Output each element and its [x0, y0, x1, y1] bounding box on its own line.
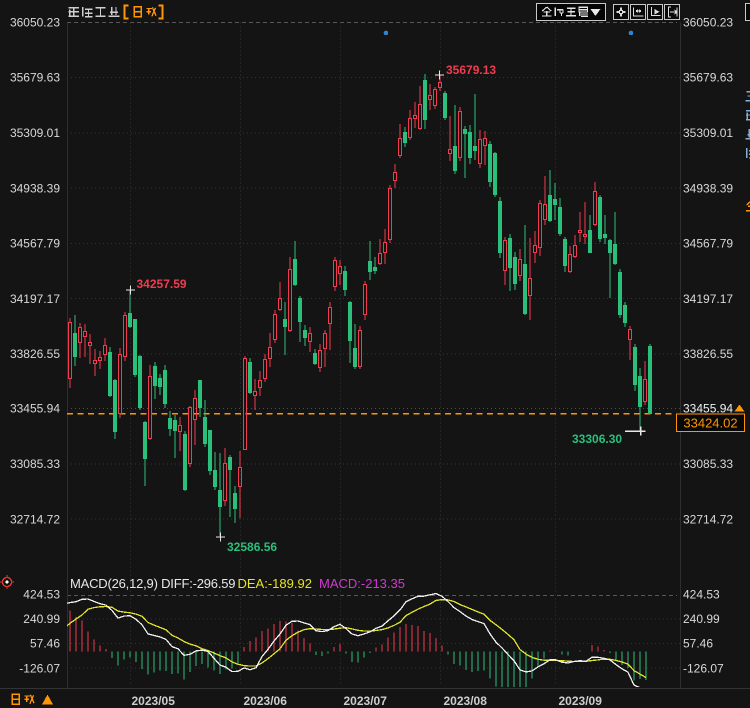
svg-text:240.99: 240.99	[683, 612, 720, 626]
svg-text:33424.02: 33424.02	[683, 416, 737, 431]
svg-text:33826.55: 33826.55	[683, 347, 733, 361]
svg-text:424.53: 424.53	[23, 588, 60, 602]
svg-text:2023/07: 2023/07	[344, 694, 388, 708]
svg-text:33826.55: 33826.55	[10, 347, 60, 361]
svg-text:2023/06: 2023/06	[244, 694, 288, 708]
svg-text:34938.39: 34938.39	[10, 181, 60, 195]
svg-text:35679.63: 35679.63	[10, 71, 60, 85]
svg-text:35309.01: 35309.01	[683, 126, 733, 140]
svg-text:36050.23: 36050.23	[683, 16, 733, 30]
svg-text:2023/09: 2023/09	[559, 694, 603, 708]
svg-text:2023/08: 2023/08	[444, 694, 488, 708]
svg-text:32586.56: 32586.56	[227, 540, 277, 554]
svg-text:34197.17: 34197.17	[10, 292, 60, 306]
svg-text:34567.79: 34567.79	[10, 237, 60, 251]
svg-text:MACD(26,12,9) DIFF:-296.59: MACD(26,12,9) DIFF:-296.59	[70, 576, 235, 591]
svg-text:240.99: 240.99	[23, 612, 60, 626]
svg-text:34257.59: 34257.59	[137, 277, 187, 291]
svg-text:33085.33: 33085.33	[10, 457, 60, 471]
svg-text:35309.01: 35309.01	[10, 126, 60, 140]
svg-text:34197.17: 34197.17	[683, 292, 733, 306]
svg-text:33085.33: 33085.33	[683, 457, 733, 471]
svg-text:33306.30: 33306.30	[572, 432, 622, 446]
svg-text:MACD:-213.35: MACD:-213.35	[319, 576, 405, 591]
svg-text:57.46: 57.46	[30, 637, 60, 651]
svg-text:57.46: 57.46	[683, 637, 713, 651]
svg-text:2023/05: 2023/05	[132, 694, 176, 708]
svg-text:33455.94: 33455.94	[683, 402, 733, 416]
svg-text:34938.39: 34938.39	[683, 181, 733, 195]
svg-text:-126.07: -126.07	[19, 661, 60, 675]
svg-text:35679.13: 35679.13	[446, 63, 496, 77]
svg-text:33455.94: 33455.94	[10, 402, 60, 416]
svg-text:35679.63: 35679.63	[683, 71, 733, 85]
svg-text:32714.72: 32714.72	[683, 512, 733, 526]
svg-text:-126.07: -126.07	[683, 661, 724, 675]
svg-text:34567.79: 34567.79	[683, 237, 733, 251]
svg-text:36050.23: 36050.23	[10, 16, 60, 30]
svg-text:DEA:-189.92: DEA:-189.92	[238, 576, 312, 591]
svg-text:32714.72: 32714.72	[10, 512, 60, 526]
svg-text:424.53: 424.53	[683, 588, 720, 602]
